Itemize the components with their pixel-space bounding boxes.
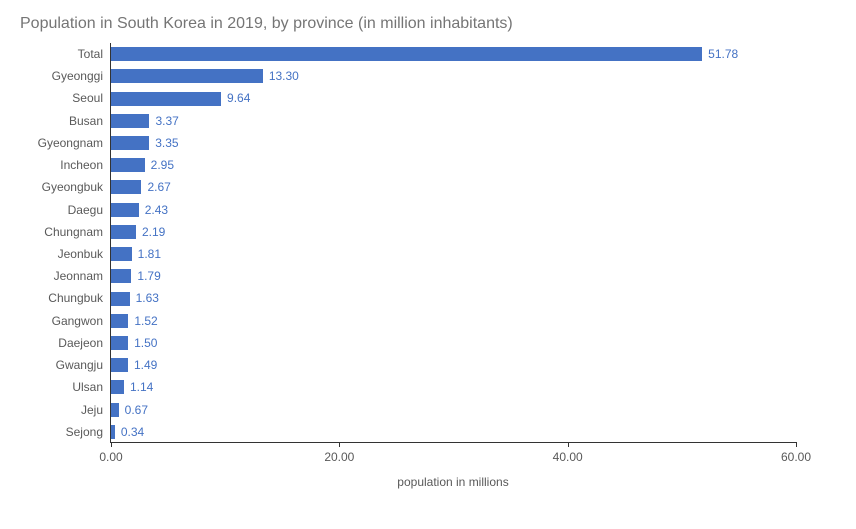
- bar: [111, 225, 136, 239]
- bar-row: Incheon2.95: [111, 154, 796, 176]
- value-label: 9.64: [227, 87, 250, 109]
- bar: [111, 336, 128, 350]
- value-label: 1.79: [137, 265, 160, 287]
- bar-row: Jeonnam1.79: [111, 265, 796, 287]
- category-label: Chungnam: [44, 221, 103, 243]
- chart-container: Population in South Korea in 2019, by pr…: [0, 0, 856, 529]
- bar-row: Gyeongnam3.35: [111, 132, 796, 154]
- bar: [111, 314, 128, 328]
- value-label: 1.52: [134, 310, 157, 332]
- category-label: Gyeonggi: [52, 65, 103, 87]
- value-label: 1.49: [134, 354, 157, 376]
- x-tick-label: 60.00: [781, 450, 811, 464]
- bar: [111, 269, 131, 283]
- x-tick-mark: [796, 442, 797, 447]
- value-label: 2.67: [147, 176, 170, 198]
- value-label: 1.63: [136, 287, 159, 309]
- value-label: 1.14: [130, 376, 153, 398]
- bar: [111, 69, 263, 83]
- category-label: Busan: [69, 110, 103, 132]
- category-label: Chungbuk: [48, 287, 103, 309]
- bar-row: Jeju0.67: [111, 399, 796, 421]
- category-label: Sejong: [66, 421, 103, 443]
- value-label: 51.78: [708, 43, 738, 65]
- category-label: Jeju: [81, 399, 103, 421]
- bar-row: Daejeon1.50: [111, 332, 796, 354]
- value-label: 0.34: [121, 421, 144, 443]
- bar: [111, 114, 149, 128]
- x-tick-label: 20.00: [324, 450, 354, 464]
- category-label: Ulsan: [72, 376, 103, 398]
- value-label: 3.37: [155, 110, 178, 132]
- value-label: 1.81: [138, 243, 161, 265]
- category-label: Seoul: [72, 87, 103, 109]
- bar: [111, 380, 124, 394]
- bar: [111, 136, 149, 150]
- value-label: 1.50: [134, 332, 157, 354]
- x-tick-label: 0.00: [99, 450, 122, 464]
- category-label: Jeonnam: [54, 265, 103, 287]
- category-label: Daegu: [68, 199, 103, 221]
- bar: [111, 180, 141, 194]
- bar-row: Gyeonggi13.30: [111, 65, 796, 87]
- category-label: Gwangju: [56, 354, 103, 376]
- category-label: Gyeongnam: [38, 132, 103, 154]
- bar-row: Ulsan1.14: [111, 376, 796, 398]
- value-label: 2.95: [151, 154, 174, 176]
- x-axis-label: population in millions: [110, 475, 796, 489]
- bar-row: Total51.78: [111, 43, 796, 65]
- bar-row: Seoul9.64: [111, 87, 796, 109]
- category-label: Jeonbuk: [58, 243, 103, 265]
- bar-row: Daegu2.43: [111, 199, 796, 221]
- bar-row: Sejong0.34: [111, 421, 796, 443]
- value-label: 3.35: [155, 132, 178, 154]
- chart-title: Population in South Korea in 2019, by pr…: [20, 15, 836, 33]
- bar-row: Chungbuk1.63: [111, 287, 796, 309]
- bar: [111, 425, 115, 439]
- bar-row: Gangwon1.52: [111, 310, 796, 332]
- value-label: 2.19: [142, 221, 165, 243]
- bar-row: Jeonbuk1.81: [111, 243, 796, 265]
- bar-row: Gyeongbuk2.67: [111, 176, 796, 198]
- value-label: 2.43: [145, 199, 168, 221]
- bar: [111, 203, 139, 217]
- bar: [111, 292, 130, 306]
- bar: [111, 358, 128, 372]
- bars-region: 0.0020.0040.0060.00Total51.78Gyeonggi13.…: [110, 43, 796, 443]
- bar: [111, 47, 702, 61]
- category-label: Daejeon: [58, 332, 103, 354]
- category-label: Gyeongbuk: [42, 176, 103, 198]
- x-tick-label: 40.00: [553, 450, 583, 464]
- plot-area: 0.0020.0040.0060.00Total51.78Gyeonggi13.…: [110, 43, 796, 473]
- bar-row: Busan3.37: [111, 110, 796, 132]
- category-label: Total: [78, 43, 103, 65]
- bar: [111, 92, 221, 106]
- value-label: 13.30: [269, 65, 299, 87]
- bar: [111, 247, 132, 261]
- value-label: 0.67: [125, 399, 148, 421]
- category-label: Incheon: [60, 154, 103, 176]
- bar-row: Chungnam2.19: [111, 221, 796, 243]
- bar-row: Gwangju1.49: [111, 354, 796, 376]
- bar: [111, 403, 119, 417]
- bar: [111, 158, 145, 172]
- category-label: Gangwon: [52, 310, 103, 332]
